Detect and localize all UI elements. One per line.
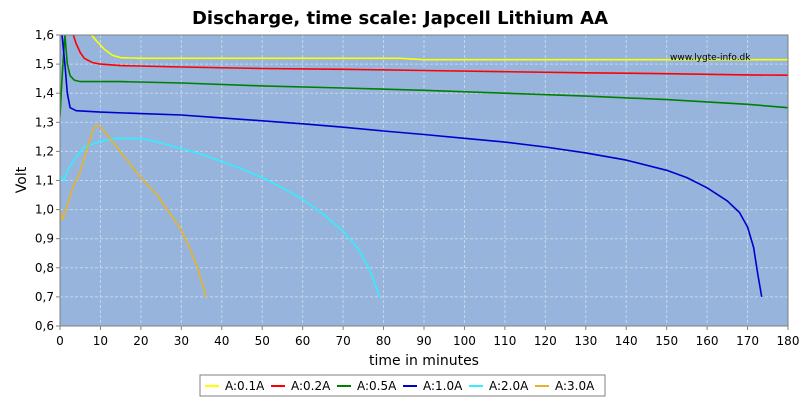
series-line-4 [60, 137, 381, 298]
x-tick-label: 30 [174, 334, 189, 348]
x-tick-label: 20 [133, 334, 148, 348]
y-axis-label: Volt [14, 166, 30, 193]
legend-label: A:1.0A [423, 379, 463, 393]
x-tick-label: 80 [376, 334, 391, 348]
x-tick-label: 10 [93, 334, 108, 348]
x-tick-label: 180 [777, 334, 800, 348]
x-tick-label: 90 [416, 334, 431, 348]
x-tick-label: 150 [655, 334, 678, 348]
y-tick-label: 1,1 [35, 174, 54, 188]
y-tick-label: 0,9 [35, 232, 54, 246]
y-tick-label: 1,2 [35, 144, 54, 158]
x-tick-label: 0 [56, 334, 64, 348]
series-line-5 [60, 124, 208, 298]
y-tick-label: 1,5 [35, 57, 54, 71]
x-tick-label: 160 [696, 334, 719, 348]
x-axis-label: time in minutes [369, 353, 479, 369]
x-tick-label: 140 [615, 334, 638, 348]
x-tick-label: 100 [453, 334, 476, 348]
x-tick-label: 120 [534, 334, 557, 348]
grid-lines [60, 35, 788, 326]
x-tick-label: 110 [493, 334, 516, 348]
legend-box [199, 374, 606, 397]
series-line-3 [61, 35, 763, 298]
x-tick-label: 40 [214, 334, 229, 348]
legend-label: A:0.5A [357, 379, 397, 393]
y-tick-label: 1,3 [35, 115, 54, 129]
y-tick-label: 0,8 [35, 261, 54, 275]
x-tick-label: 70 [335, 334, 350, 348]
x-tick-label: 130 [574, 334, 597, 348]
series-line-0 [90, 35, 788, 61]
x-tick-label: 60 [295, 334, 310, 348]
y-axis-ticks: 0,6 0,7 0,8 0,9 1,0 1,1 1,2 1,3 1,4 1,5 1,6 [35, 28, 60, 333]
y-tick-label: 0,6 [35, 319, 54, 333]
legend-label: A:0.2A [291, 379, 331, 393]
y-tick-label: 1,0 [35, 203, 54, 217]
series-line-2 [60, 35, 788, 117]
series-lines [60, 35, 788, 298]
y-tick-label: 1,4 [35, 86, 54, 100]
x-tick-label: 170 [736, 334, 759, 348]
x-tick-label: 50 [255, 334, 270, 348]
legend: A:0.1A A:0.2A A:0.5A A:1.0A A:2.0A A:3.0A [205, 379, 595, 393]
series-line-1 [72, 35, 788, 76]
x-axis-ticks: 0 10 20 30 40 50 60 70 80 90 100 110 120 130 140 150 160… [56, 326, 799, 348]
watermark: www.lygte-info.dk [670, 53, 751, 63]
legend-label: A:0.1A [225, 379, 265, 393]
y-tick-label: 0,7 [35, 290, 54, 304]
legend-label: A:3.0A [555, 379, 595, 393]
legend-label: A:2.0A [489, 379, 529, 393]
chart-title: Discharge, time scale: Japcell Lithium A… [192, 8, 608, 29]
y-tick-label: 1,6 [35, 28, 54, 42]
